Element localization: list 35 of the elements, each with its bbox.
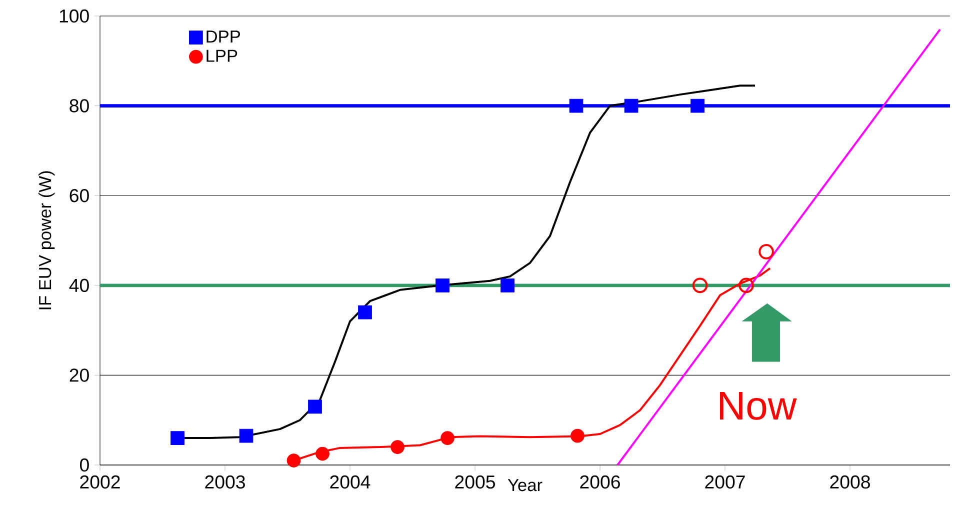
x-axis-title: Year	[508, 479, 542, 492]
x-tick-label: 2002	[80, 475, 120, 489]
point	[170, 431, 184, 445]
point	[692, 278, 708, 294]
annotation: Now	[720, 392, 797, 420]
y-tick-label: 80	[70, 99, 89, 112]
point	[308, 400, 322, 414]
legend-label: DPP	[206, 30, 240, 43]
point	[358, 305, 372, 320]
y-tick-label: 40	[69, 278, 89, 292]
y-tick-label: 100	[60, 9, 89, 23]
point	[390, 440, 404, 454]
point	[440, 431, 454, 445]
point	[570, 428, 584, 443]
point	[758, 244, 774, 260]
point	[286, 454, 301, 468]
x-tick-label: 2006	[580, 475, 620, 489]
point	[738, 278, 754, 294]
x-tick-label: 2005	[455, 475, 495, 489]
legend-label: LPP	[206, 50, 238, 62]
y-axis-title: IF EUV power (W)	[38, 171, 55, 310]
x-tick-label: 2008	[830, 475, 870, 489]
x-tick-label: 2007	[705, 475, 745, 489]
point	[569, 98, 584, 113]
point	[624, 98, 638, 113]
point	[239, 428, 254, 443]
point	[436, 278, 450, 292]
y-tick-label: 60	[70, 188, 89, 202]
point	[690, 98, 704, 113]
x-tick-label: 2004	[330, 475, 370, 489]
point	[500, 278, 514, 292]
x-tick-label: 2003	[205, 475, 245, 489]
point	[316, 446, 330, 461]
y-tick-label: 20	[70, 368, 89, 382]
y-tick-label: 0	[80, 458, 89, 472]
